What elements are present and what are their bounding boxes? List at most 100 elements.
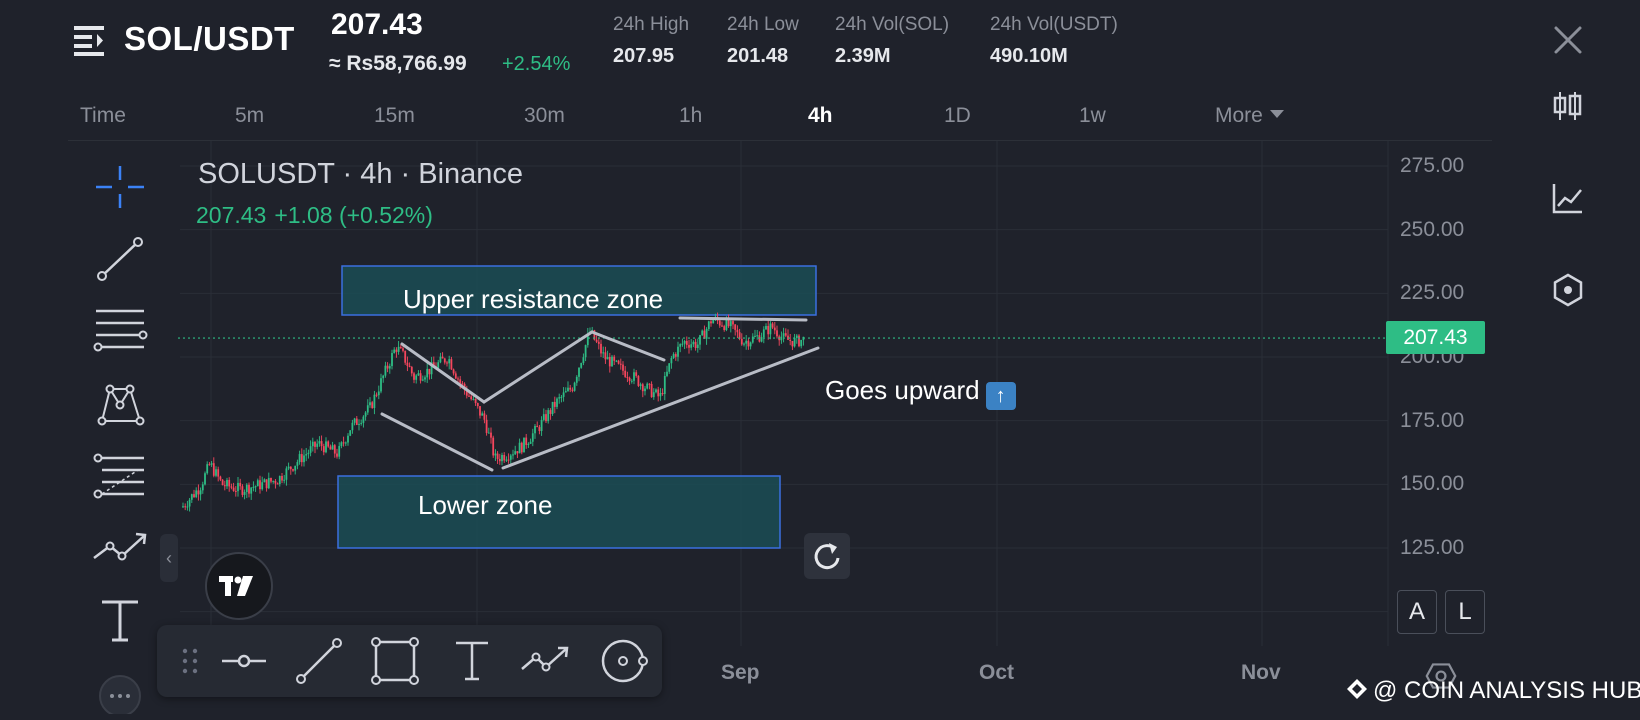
candle-body [641,384,644,392]
tab-time[interactable]: Time [80,104,126,127]
pair-title[interactable]: SOL/USDT [124,20,295,57]
candle-body [754,335,756,337]
y-tick-250: 250.00 [1400,218,1465,241]
candle-body [573,382,576,391]
candle-body [375,394,378,396]
drag-handle-icon[interactable] [165,635,217,687]
stat-label-24h-vol-sol: 24h Vol(SOL) [835,14,950,35]
candle-body [219,476,222,480]
candle-body [505,459,508,461]
candle-body [272,480,275,482]
candle-body [285,468,288,480]
candle-body [204,473,206,485]
tab-more[interactable]: More [1215,104,1285,128]
candle-body [223,485,226,487]
text-icon[interactable] [88,594,152,654]
tab-1h[interactable]: 1h [679,104,703,127]
y-tick-175: 175.00 [1400,409,1465,432]
text-tool-icon[interactable] [446,635,498,687]
candle-body [424,377,426,380]
candle-body [342,442,345,444]
tab-5m[interactable]: 5m [235,104,265,127]
candle-body [659,393,662,397]
candle-body [507,459,510,461]
candle-body [305,454,308,456]
tab-1d[interactable]: 1D [944,104,971,127]
annotation-text[interactable]: Goes upward ↑ [825,375,1016,410]
horizontal-lines-icon[interactable] [88,303,152,363]
candle-body [668,363,671,372]
candle-body [320,441,323,447]
pattern-icon[interactable] [88,375,152,435]
tab-1w[interactable]: 1w [1079,104,1106,127]
candle-body [725,319,728,331]
candle-body [663,375,666,395]
candle-body [749,342,752,347]
chart-title: SOLUSDT · 4h · Binance [198,158,524,190]
ohlc-change: +1.08 (+0.52%) [274,202,433,228]
circle-tool-icon[interactable] [599,635,651,687]
candle-body [657,389,660,397]
candle-body [353,418,356,423]
candle-body [492,437,495,456]
candle-body [413,373,415,380]
candle-body [188,499,191,507]
candle-body [439,356,442,363]
candle-body [551,401,554,414]
upper-zone-label[interactable]: Upper resistance zone [403,284,664,314]
candle-body [635,372,638,376]
tab-30m[interactable]: 30m [524,104,565,127]
lower-zone-label[interactable]: Lower zone [418,490,553,520]
candle-body [333,445,336,454]
trend-line-icon[interactable] [88,230,152,290]
layers-icon[interactable] [1550,272,1586,308]
path-tool-icon[interactable] [520,635,572,687]
candle-body [344,442,347,444]
close-icon[interactable] [1550,22,1586,58]
candle-body [241,486,244,495]
candle-body [248,484,250,494]
inr-price: ≈ Rs58,766.99 [329,52,467,75]
candle-body [450,359,453,370]
log-scale-button[interactable]: L [1445,590,1485,634]
settings-hex-icon[interactable] [1425,660,1457,692]
candle-body [615,360,618,362]
candle-body [278,475,281,484]
line-icon[interactable] [293,635,345,687]
candle-body [234,490,237,492]
candle-body [586,334,589,346]
candle-body [296,462,299,466]
price-chart[interactable] [68,141,1492,651]
horizontal-ray-icon[interactable] [218,635,270,687]
collapse-toolbar-handle[interactable]: ‹ [160,534,178,582]
candle-body [452,369,455,374]
candle-body [650,384,653,398]
candlestick-icon[interactable] [1550,88,1586,124]
candle-body [542,414,545,420]
crosshair-icon[interactable] [88,160,152,220]
auto-scale-button[interactable]: A [1397,590,1437,634]
candle-body [727,319,730,327]
reset-chart-icon[interactable] [804,533,850,579]
candle-body [362,416,365,423]
rectangle-icon[interactable] [369,635,421,687]
fib-icon[interactable] [88,450,152,510]
candle-body [751,336,754,343]
candle-body [481,413,484,416]
candle-body [441,356,444,359]
more-tools-icon[interactable] [98,670,142,714]
tab-4h[interactable]: 4h [808,104,833,127]
candle-body [633,372,635,381]
candle-body [230,486,233,488]
indicator-chart-icon[interactable] [1550,180,1586,216]
candle-body [553,401,556,407]
menu-icon[interactable] [74,24,110,56]
candle-body [681,343,684,345]
candle-body [437,362,440,368]
path-icon[interactable] [88,522,152,582]
candle-body [604,352,607,360]
candle-body [692,341,695,345]
tab-15m[interactable]: 15m [374,104,415,127]
candle-body [767,325,770,335]
candle-body [371,402,374,409]
